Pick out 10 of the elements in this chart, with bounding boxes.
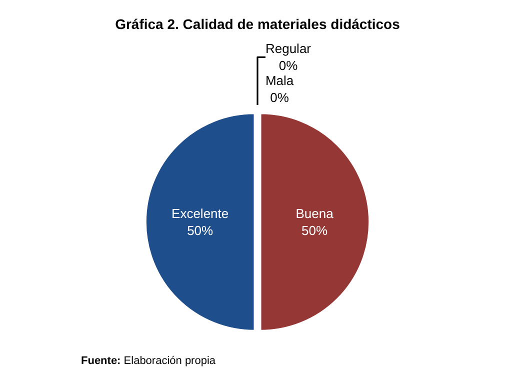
text: 0% bbox=[270, 90, 289, 105]
slice-label: Buena bbox=[296, 206, 334, 222]
chart-title: Gráfica 2. Calidad de materiales didácticos bbox=[115, 16, 400, 32]
slice-label: Excelente bbox=[172, 206, 229, 222]
source-note: Fuente: Elaboración propia bbox=[81, 355, 216, 367]
data-label: 50% bbox=[302, 222, 328, 238]
data-label: 50% bbox=[187, 222, 214, 238]
category-label: Mala bbox=[265, 73, 294, 88]
text: 0% bbox=[278, 58, 298, 74]
category-label: Regular bbox=[265, 41, 312, 56]
